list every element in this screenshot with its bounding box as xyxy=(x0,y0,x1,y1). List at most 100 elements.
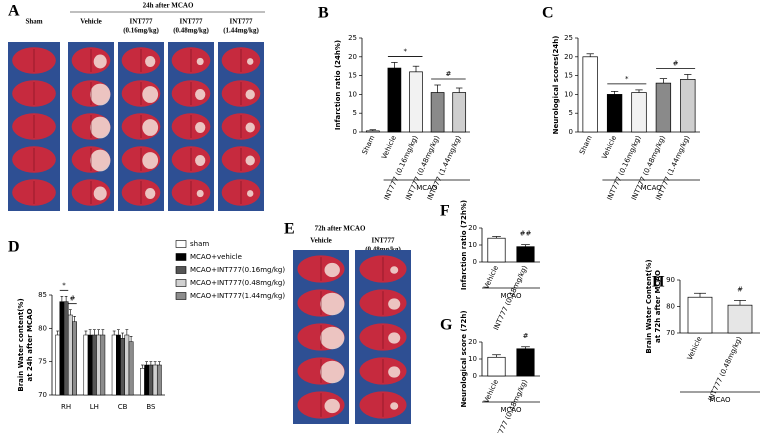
infarct xyxy=(245,122,255,133)
group-label: MCAO xyxy=(641,184,663,192)
infarct xyxy=(390,266,399,274)
x-tick-label: Vehicle xyxy=(686,335,704,361)
column-label: (0.16mg/kg) xyxy=(123,27,159,35)
y-tick-label: 80 xyxy=(38,324,47,332)
column-label: Vehicle xyxy=(310,237,332,245)
y-axis-label: Neurological scores(24h) xyxy=(552,36,560,135)
infarct xyxy=(145,56,156,67)
significance-mark: # xyxy=(673,59,679,67)
y-axis-label: Infarction ratio (72h%) xyxy=(460,200,468,290)
bar xyxy=(59,301,65,396)
y-tick-label: 15 xyxy=(348,72,357,80)
bar xyxy=(487,237,506,263)
bar xyxy=(72,321,77,396)
infarct xyxy=(245,89,255,100)
infarct xyxy=(388,298,401,310)
legend-swatch xyxy=(175,266,187,274)
infarct xyxy=(388,332,401,344)
y-tick-label: 5 xyxy=(353,109,357,117)
column-label: (1.44mg/kg) xyxy=(223,27,259,35)
bar xyxy=(487,356,506,377)
y-axis-label: Brain Water content(%) xyxy=(17,298,25,391)
y-tick-label: 80 xyxy=(666,303,675,311)
bar xyxy=(83,334,89,396)
bar xyxy=(140,368,145,396)
infarct xyxy=(145,188,156,199)
y-tick-label: 0 xyxy=(353,128,357,136)
infarct xyxy=(195,89,206,100)
x-tick-label: Sham xyxy=(578,134,594,156)
bar xyxy=(687,296,713,334)
significance-mark: # xyxy=(70,295,76,303)
column-label: INT777 xyxy=(230,18,253,26)
legend-swatch xyxy=(175,292,187,300)
x-tick-label: Vehicle xyxy=(600,134,618,160)
y-tick-label: 20 xyxy=(468,338,477,346)
x-tick-label: LH xyxy=(90,403,99,411)
x-tick-label: Vehicle xyxy=(380,134,398,160)
infarct xyxy=(90,116,111,139)
y-tick-label: 85 xyxy=(38,291,47,299)
group-label: MCAO xyxy=(500,406,522,414)
y-tick-label: 25 xyxy=(348,34,357,42)
bar xyxy=(55,334,61,396)
infarct xyxy=(320,292,345,316)
panel-letter: G xyxy=(440,317,453,334)
column-label: (0.48mg/kg) xyxy=(365,246,401,254)
panel-letter: H xyxy=(652,274,665,291)
y-tick-label: 90 xyxy=(666,276,675,284)
infarct xyxy=(142,119,159,136)
panel-letter: F xyxy=(440,203,450,220)
infarct xyxy=(388,366,401,378)
significance-mark: * xyxy=(62,281,66,289)
column-label: (0.48mg/kg) xyxy=(173,27,209,35)
significance-mark: # xyxy=(445,70,451,78)
bar xyxy=(606,94,623,133)
column-label: Sham xyxy=(25,18,42,26)
infarct xyxy=(390,402,399,410)
y-tick-label: 5 xyxy=(569,109,573,117)
y-axis-label: Neurological score (72h) xyxy=(460,310,468,407)
bar xyxy=(727,304,753,334)
bar xyxy=(92,334,97,396)
bar xyxy=(409,71,423,133)
bar xyxy=(365,130,380,133)
panel-letter: D xyxy=(8,239,20,256)
bar xyxy=(631,92,647,133)
column-label: Vehicle xyxy=(80,18,102,26)
bar xyxy=(128,341,134,396)
legend-label: MCAO+INT777(0.48mg/kg) xyxy=(190,279,285,287)
bar xyxy=(100,334,106,396)
x-tick-label: RH xyxy=(61,403,71,411)
bar xyxy=(430,92,445,133)
x-tick-label: CB xyxy=(118,403,128,411)
bar xyxy=(120,338,125,396)
y-tick-label: 0 xyxy=(473,258,477,266)
infarct xyxy=(196,189,204,198)
infarct xyxy=(142,86,159,103)
group-label: MCAO xyxy=(500,292,522,300)
x-tick-label: Sham xyxy=(361,134,377,156)
y-tick-label: 15 xyxy=(564,72,573,80)
infarct xyxy=(320,326,345,350)
bar xyxy=(124,334,130,396)
bar xyxy=(144,364,150,396)
infarct xyxy=(324,262,340,278)
bar xyxy=(387,67,402,133)
bar xyxy=(582,56,598,133)
panel-letter: C xyxy=(542,5,554,22)
bar xyxy=(63,301,69,396)
y-tick-label: 10 xyxy=(348,90,357,98)
significance-mark: * xyxy=(403,47,407,55)
bar xyxy=(680,79,696,133)
y-axis-label: at 72h after MCAO xyxy=(654,270,662,343)
y-tick-label: 0 xyxy=(569,128,573,136)
infarct xyxy=(142,152,159,169)
bar xyxy=(87,334,93,396)
bar xyxy=(67,314,73,396)
infarct xyxy=(196,57,204,66)
legend-label: MCAO+INT777(1.44mg/kg) xyxy=(190,292,285,300)
bar xyxy=(152,364,158,396)
significance-mark: # xyxy=(737,285,743,293)
